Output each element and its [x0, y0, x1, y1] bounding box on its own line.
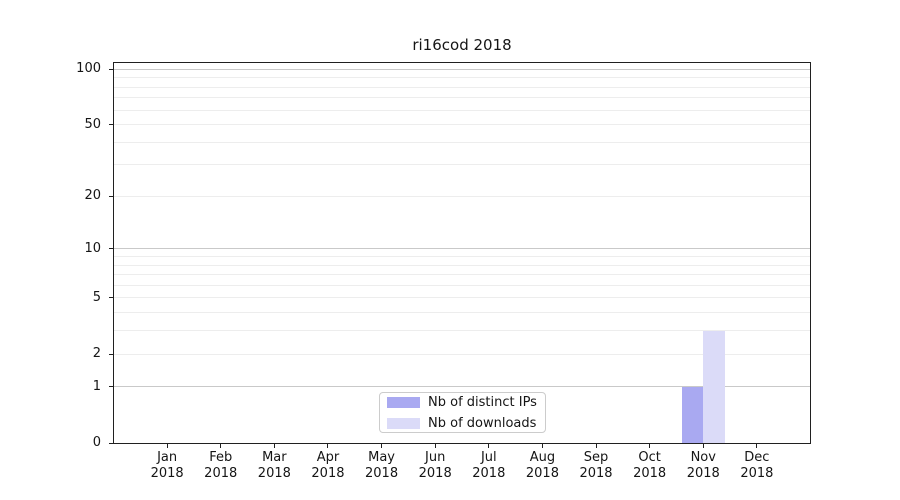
- gridline-y-80: [114, 86, 810, 88]
- gridline-y-9: [114, 255, 810, 257]
- x-tick-label-line: Oct: [638, 450, 661, 465]
- x-tick-label-3: Apr 2018: [296, 450, 360, 482]
- x-tick-label-line: 2018: [311, 466, 345, 481]
- legend: Nb of distinct IPs Nb of downloads: [379, 392, 546, 433]
- gridline-y-4: [114, 312, 810, 314]
- y-tick-label-10: 10: [84, 240, 101, 256]
- legend-swatch-downloads: [387, 417, 420, 429]
- x-tick-label-line: Aug: [529, 450, 556, 465]
- x-tick-label-line: 2018: [740, 466, 774, 481]
- bar-downloads-nov-2018: [703, 330, 725, 443]
- x-tick-label-line: Jun: [425, 450, 446, 465]
- x-tick-11: [756, 444, 758, 448]
- x-tick-label-line: Jan: [157, 450, 178, 465]
- legend-item-distinct-ips: Nb of distinct IPs: [387, 395, 539, 410]
- y-tick-label-100: 100: [76, 61, 101, 77]
- x-tick-label-7: Aug 2018: [510, 450, 574, 482]
- x-tick-label-4: May 2018: [350, 450, 414, 482]
- x-tick-label-line: 2018: [633, 466, 667, 481]
- x-tick-0: [166, 444, 168, 448]
- x-tick-label-line: 2018: [257, 466, 291, 481]
- y-tick-100: [109, 68, 113, 70]
- x-tick-label-2: Mar 2018: [242, 450, 306, 482]
- gridline-y-8: [114, 264, 810, 266]
- x-tick-label-line: 2018: [525, 466, 559, 481]
- chart-title: ri16cod 2018: [412, 36, 512, 54]
- legend-label-downloads: Nb of downloads: [428, 415, 537, 431]
- gridline-y-40: [114, 141, 810, 143]
- x-tick-9: [649, 444, 651, 448]
- gridline-y-60: [114, 109, 810, 111]
- x-tick-label-line: 2018: [150, 466, 184, 481]
- x-tick-label-line: Feb: [209, 450, 233, 465]
- x-tick-7: [541, 444, 543, 448]
- gridline-y-6: [114, 284, 810, 286]
- y-tick-label-2: 2: [92, 346, 101, 361]
- plot-area: [113, 62, 811, 444]
- x-tick-5: [434, 444, 436, 448]
- legend-label-distinct-ips: Nb of distinct IPs: [428, 394, 537, 410]
- x-tick-label-line: 2018: [472, 466, 506, 481]
- x-tick-label-line: 2018: [204, 466, 238, 481]
- y-tick-1: [109, 386, 113, 388]
- x-tick-label-line: Nov: [690, 450, 716, 465]
- y-tick-label-50: 50: [84, 116, 101, 132]
- y-tick-label-20: 20: [84, 188, 101, 204]
- x-tick-label-11: Dec 2018: [725, 450, 789, 482]
- x-tick-label-line: 2018: [579, 466, 613, 481]
- x-tick-label-line: Jul: [480, 450, 497, 465]
- legend-swatch-distinct-ips: [387, 396, 420, 408]
- x-tick-label-9: Oct 2018: [618, 450, 682, 482]
- y-tick-50: [109, 124, 113, 126]
- x-tick-2: [273, 444, 275, 448]
- x-tick-label-6: Jul 2018: [457, 450, 521, 482]
- y-tick-label-1: 1: [92, 378, 101, 394]
- gridline-y-70: [114, 97, 810, 99]
- x-tick-label-1: Feb 2018: [189, 450, 253, 482]
- gridline-y-30: [114, 164, 810, 166]
- x-tick-label-line: 2018: [365, 466, 399, 481]
- y-tick-0: [109, 442, 113, 444]
- x-tick-8: [595, 444, 597, 448]
- bar-distinct-ips-nov-2018: [681, 386, 704, 443]
- gridline-y-100: [114, 68, 810, 70]
- gridline-y-10: [114, 248, 810, 250]
- y-tick-label-5: 5: [92, 289, 101, 305]
- y-tick-label-0: 0: [92, 435, 101, 450]
- x-tick-label-line: Sep: [583, 450, 609, 465]
- gridline-y-3: [114, 330, 810, 332]
- x-tick-label-5: Jun 2018: [403, 450, 467, 482]
- y-tick-2: [109, 353, 113, 355]
- x-tick-label-line: May: [368, 450, 395, 465]
- y-tick-5: [109, 297, 113, 299]
- x-tick-label-line: Apr: [316, 450, 340, 465]
- x-tick-label-8: Sep 2018: [564, 450, 628, 482]
- y-tick-10: [109, 248, 113, 250]
- gridline-y-1: [114, 386, 810, 388]
- x-tick-label-line: Dec: [744, 450, 770, 465]
- legend-item-downloads: Nb of downloads: [387, 416, 539, 431]
- gridline-y-5: [114, 297, 810, 299]
- gridline-y-2: [114, 353, 810, 355]
- x-tick-label-line: Mar: [262, 450, 287, 465]
- gridline-y-20: [114, 195, 810, 197]
- gridline-y-7: [114, 274, 810, 276]
- x-tick-label-line: 2018: [418, 466, 452, 481]
- gridline-y-50: [114, 124, 810, 126]
- y-tick-20: [109, 195, 113, 197]
- x-tick-3: [327, 444, 329, 448]
- x-tick-label-10: Nov 2018: [671, 450, 735, 482]
- x-tick-label-line: 2018: [686, 466, 720, 481]
- x-tick-4: [381, 444, 383, 448]
- x-tick-6: [488, 444, 490, 448]
- x-tick-label-0: Jan 2018: [135, 450, 199, 482]
- gridline-y-90: [114, 77, 810, 79]
- x-tick-10: [702, 444, 704, 448]
- x-tick-1: [220, 444, 222, 448]
